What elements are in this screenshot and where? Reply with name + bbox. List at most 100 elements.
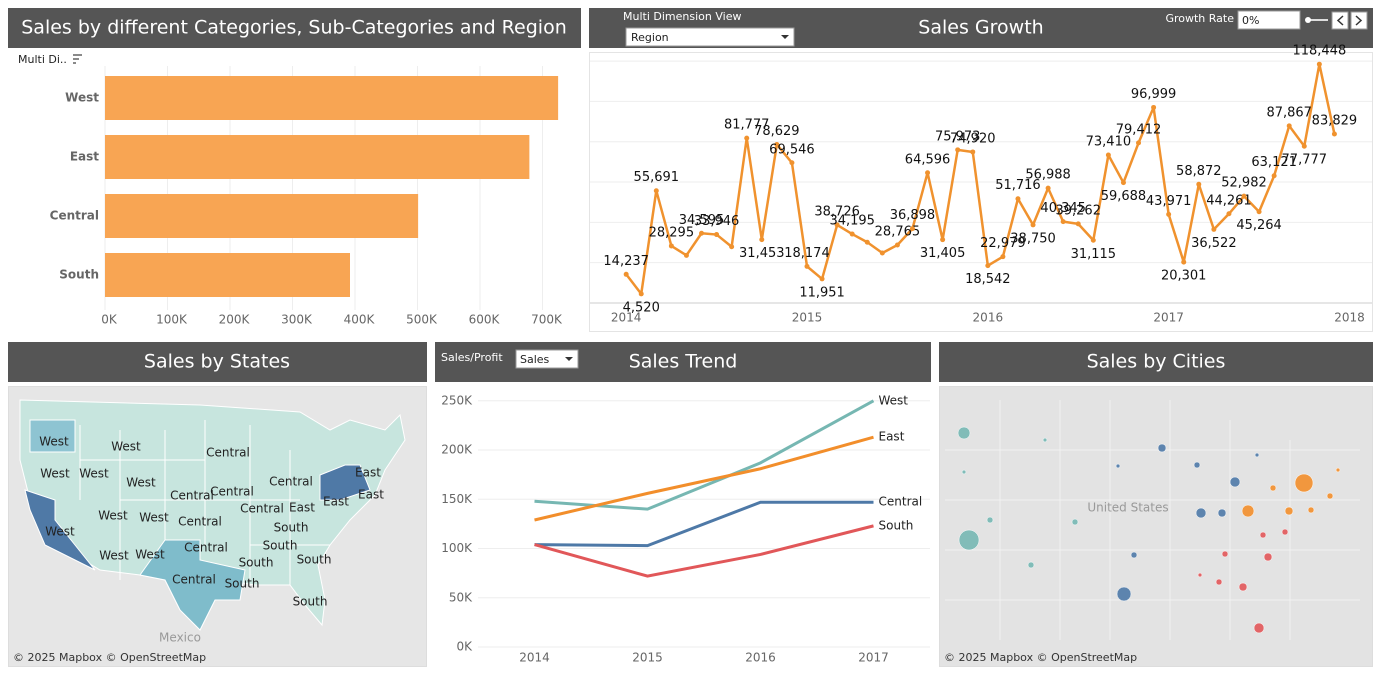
dropdown-value[interactable]: Sales <box>520 353 550 366</box>
city-marker <box>1254 452 1260 458</box>
y-tick-label: 200K <box>441 443 473 457</box>
city-marker <box>1071 518 1079 526</box>
region-label: Central <box>269 475 313 489</box>
city-marker <box>1042 437 1048 443</box>
data-label: 34,595 <box>679 213 725 228</box>
point <box>1331 131 1337 137</box>
data-label: 45,264 <box>1236 218 1282 233</box>
x-tick-label: 300K <box>281 313 313 327</box>
control-label: Growth Rate <box>1165 12 1234 25</box>
point <box>1241 193 1247 199</box>
x-tick-label: 2016 <box>973 311 1004 325</box>
city-marker <box>1307 506 1315 514</box>
prev-button[interactable] <box>1331 11 1349 30</box>
point <box>1286 123 1292 129</box>
region-label: South <box>263 539 298 553</box>
legend-label: East <box>879 430 905 444</box>
dropdown[interactable] <box>625 27 795 47</box>
city-marker <box>1157 443 1167 453</box>
city-marker <box>1284 506 1294 516</box>
dropdown-value[interactable]: Region <box>631 31 669 44</box>
point <box>653 188 659 194</box>
state-borders <box>79 420 330 585</box>
data-label: 4,520 <box>623 300 660 315</box>
region-label: East <box>355 466 381 480</box>
attribution: © 2025 Mapbox © OpenStreetMap <box>13 651 206 664</box>
region-label: South <box>293 595 328 609</box>
region-label: East <box>358 488 384 502</box>
slider-handle[interactable] <box>1305 17 1311 23</box>
panel-title: Sales Trend <box>629 351 738 373</box>
city-marker <box>1281 528 1289 536</box>
region-label: West <box>111 440 141 454</box>
region-label: South <box>239 556 274 570</box>
dropdown-arrow[interactable] <box>565 357 573 361</box>
attribution: © 2025 Mapbox © OpenStreetMap <box>944 651 1137 664</box>
data-label: 31,115 <box>1071 247 1117 262</box>
point <box>1211 226 1217 232</box>
city-marker <box>1229 476 1241 488</box>
region-label: West <box>40 467 70 481</box>
prev-icon[interactable] <box>1336 15 1344 26</box>
point <box>1060 219 1066 225</box>
title-bar <box>8 342 427 382</box>
us-states <box>19 399 406 631</box>
input-value[interactable]: 0% <box>1242 14 1259 27</box>
state <box>139 539 246 631</box>
city-marker <box>1130 551 1138 559</box>
city-marker <box>1215 578 1223 586</box>
data-label: 22,979 <box>980 236 1026 251</box>
next-icon[interactable] <box>1355 15 1363 26</box>
dropdown[interactable] <box>515 349 579 369</box>
city-marker <box>957 426 971 440</box>
point <box>1136 140 1142 146</box>
x-tick-label: 2017 <box>1153 311 1184 325</box>
region-label: West <box>79 467 109 481</box>
panel-title: Sales by Cities <box>1087 351 1226 373</box>
point <box>759 237 765 243</box>
x-tick-label: 2017 <box>858 651 889 665</box>
data-label: 58,872 <box>1176 164 1222 179</box>
next-button[interactable] <box>1350 11 1368 30</box>
state <box>319 464 371 501</box>
point <box>714 232 720 238</box>
data-label: 36,522 <box>1191 236 1237 251</box>
x-tick-label: 0K <box>101 313 118 327</box>
region-label: South <box>225 577 260 591</box>
input-box[interactable] <box>1237 10 1301 30</box>
dropdown-arrow[interactable] <box>781 35 789 39</box>
data-label: 56,988 <box>1025 168 1071 183</box>
region-label: West <box>135 548 165 562</box>
city-marker <box>1193 461 1201 469</box>
x-tick-label: 200K <box>219 313 251 327</box>
point <box>1181 259 1187 265</box>
panel-title: Sales by States <box>144 351 290 373</box>
sort-icon[interactable] <box>73 54 82 64</box>
point <box>985 263 991 269</box>
point <box>1075 221 1081 227</box>
data-label: 28,295 <box>649 225 695 240</box>
city-marker <box>1217 508 1227 518</box>
point <box>1120 180 1126 186</box>
point <box>668 243 674 249</box>
x-tick-label: 400K <box>344 313 376 327</box>
bar <box>105 253 350 297</box>
region-label: Central <box>210 485 254 499</box>
legend-label: West <box>879 393 909 407</box>
point <box>1090 237 1096 243</box>
point <box>774 141 780 147</box>
city-marker <box>986 516 994 524</box>
city-marker <box>958 529 980 551</box>
point <box>789 160 795 166</box>
y-tick-label: Central <box>50 209 99 223</box>
region-label: East <box>289 501 315 515</box>
city-marker <box>1116 586 1132 602</box>
city-marker <box>1263 552 1273 562</box>
state-borders <box>945 400 1360 640</box>
city-marker <box>1253 622 1265 634</box>
city-marker <box>1335 467 1341 473</box>
sort-label[interactable]: Multi Di.. <box>18 53 67 66</box>
sales-line <box>625 62 1336 296</box>
x-tick-label: 2015 <box>792 311 823 325</box>
